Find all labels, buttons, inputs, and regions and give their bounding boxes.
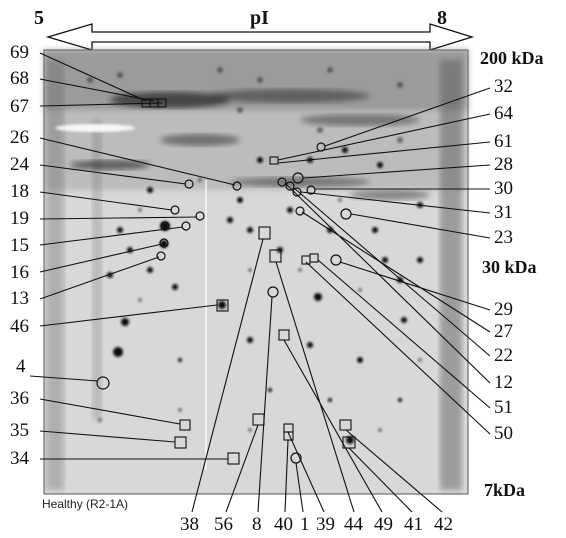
spot-label-23: 23 bbox=[494, 227, 513, 248]
spot-label-24: 24 bbox=[10, 154, 30, 175]
spot-label-19: 19 bbox=[10, 208, 29, 229]
spot-label-35: 35 bbox=[10, 420, 29, 441]
spot-label-27: 27 bbox=[494, 321, 513, 342]
spot-label-68: 68 bbox=[10, 68, 29, 89]
pi-label-left: 5 bbox=[34, 7, 44, 29]
spot-label-28: 28 bbox=[494, 154, 513, 175]
gel-image bbox=[43, 49, 469, 495]
pi-label-right: 8 bbox=[437, 7, 447, 29]
spot-label-12: 12 bbox=[494, 372, 513, 393]
spot-label-18: 18 bbox=[10, 181, 29, 202]
spot-label-40: 40 bbox=[274, 514, 293, 535]
spot-label-32: 32 bbox=[494, 76, 513, 97]
spot-label-16: 16 bbox=[10, 262, 29, 283]
spot-label-64: 64 bbox=[494, 103, 514, 124]
spot-label-34: 34 bbox=[10, 448, 30, 469]
spot-label-46: 46 bbox=[10, 316, 29, 337]
spot-label-39: 39 bbox=[316, 514, 335, 535]
spot-label-8: 8 bbox=[252, 514, 262, 535]
spot-label-56: 56 bbox=[214, 514, 233, 535]
leader-lines bbox=[29, 52, 491, 513]
spot-label-61: 61 bbox=[494, 131, 513, 152]
spot-label-15: 15 bbox=[10, 235, 29, 256]
spot-label-44: 44 bbox=[344, 514, 364, 535]
spot-label-1: 1 bbox=[300, 514, 310, 535]
spot-label-41: 41 bbox=[404, 514, 423, 535]
spot-label-67: 67 bbox=[10, 96, 29, 117]
spot-label-29: 29 bbox=[494, 299, 513, 320]
spot-label-69: 69 bbox=[10, 42, 29, 63]
pi-title: pI bbox=[250, 7, 269, 29]
mw-marker-7: 7kDa bbox=[484, 480, 525, 500]
spot-label-50: 50 bbox=[494, 423, 513, 444]
spot-label-49: 49 bbox=[374, 514, 393, 535]
spot-label-4: 4 bbox=[16, 356, 26, 377]
sample-caption: Healthy (R2-1A) bbox=[42, 497, 128, 511]
spot-label-30: 30 bbox=[494, 178, 513, 199]
spot-label-31: 31 bbox=[494, 202, 513, 223]
spot-label-13: 13 bbox=[10, 288, 29, 309]
mw-marker-200: 200 kDa bbox=[480, 48, 544, 68]
pi-arrow bbox=[45, 23, 475, 51]
spot-label-22: 22 bbox=[494, 345, 513, 366]
spot-label-36: 36 bbox=[10, 388, 29, 409]
spot-label-26: 26 bbox=[10, 127, 29, 148]
mw-marker-30: 30 kDa bbox=[482, 257, 537, 277]
spot-label-42: 42 bbox=[434, 514, 453, 535]
spot-label-51: 51 bbox=[494, 397, 513, 418]
spot-label-38: 38 bbox=[180, 514, 199, 535]
